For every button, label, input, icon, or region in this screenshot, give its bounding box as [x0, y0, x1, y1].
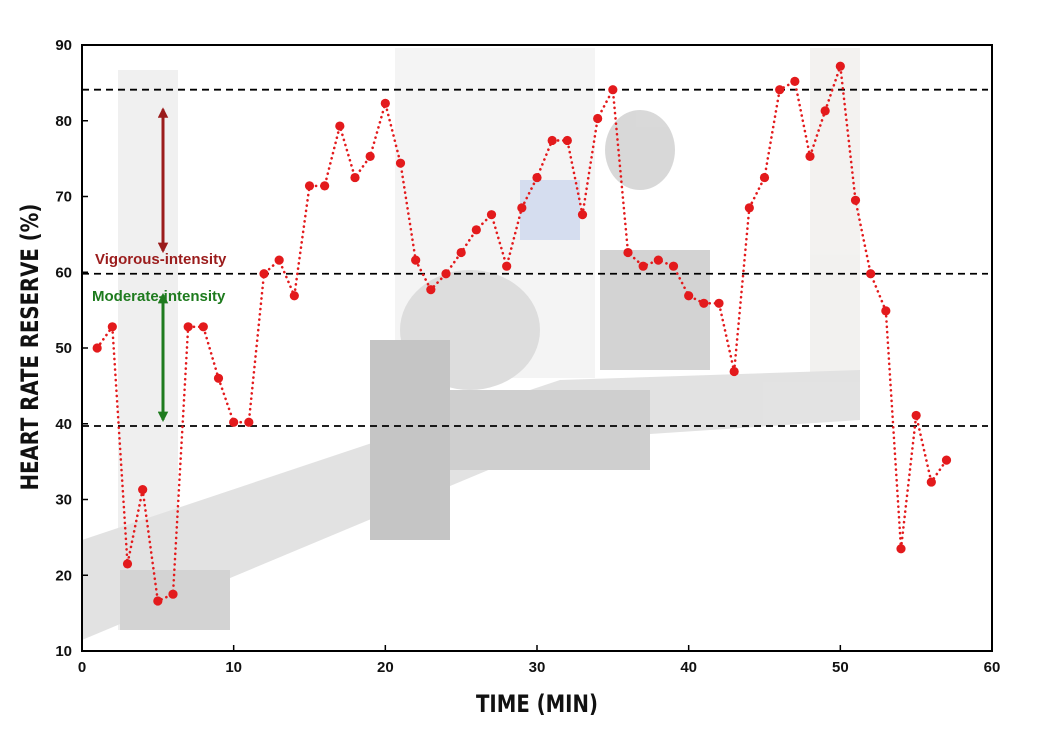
- x-tick-label: 20: [377, 659, 394, 676]
- data-point: [304, 181, 315, 191]
- y-tick-label: 30: [55, 492, 72, 509]
- data-point: [562, 135, 572, 146]
- x-tick-label: 0: [78, 659, 86, 676]
- moderate-intensity-label: Moderate-intensity: [92, 288, 226, 305]
- x-tick-label: 50: [832, 659, 849, 676]
- y-tick-label: 40: [55, 416, 72, 433]
- data-point: [820, 106, 830, 116]
- data-point: [426, 285, 436, 295]
- data-point: [471, 225, 481, 235]
- y-tick-label: 50: [55, 340, 72, 357]
- annotations: Vigorous-intensity Moderate-intensity: [92, 107, 227, 423]
- data-point: [122, 559, 133, 569]
- y-tick-label: 20: [55, 567, 72, 584]
- data-point: [790, 76, 800, 86]
- data-point: [759, 172, 770, 183]
- data-point: [456, 247, 466, 258]
- x-tick-label: 10: [225, 659, 242, 676]
- data-point: [395, 158, 406, 168]
- data-point: [775, 85, 785, 95]
- data-point: [866, 269, 876, 279]
- y-tick-label: 80: [55, 113, 72, 130]
- y-tick-label: 90: [55, 37, 72, 54]
- data-point: [213, 373, 224, 383]
- data-point: [153, 596, 163, 606]
- y-tick-label: 60: [55, 264, 72, 281]
- data-point: [107, 322, 117, 332]
- y-tick-label: 10: [55, 643, 72, 660]
- data-point: [486, 210, 497, 220]
- x-tick-label: 60: [984, 659, 1001, 676]
- data-point: [653, 255, 663, 265]
- data-point: [835, 61, 845, 71]
- data-point: [183, 322, 193, 332]
- axes: 0 10 20 30 40 50 60 10 20 30 40 50 60 70 80 90: [55, 37, 1000, 676]
- data-point: [411, 255, 421, 265]
- vigorous-intensity-label: Vigorous-intensity: [95, 251, 227, 268]
- data-point: [365, 151, 375, 161]
- data-point: [502, 261, 512, 271]
- data-point: [911, 410, 921, 421]
- data-point: [441, 269, 451, 279]
- data-point: [532, 172, 542, 183]
- data-point: [623, 247, 633, 258]
- data-point: [138, 485, 148, 495]
- data-point: [229, 417, 239, 427]
- data-point: [593, 113, 603, 124]
- series: [92, 61, 952, 606]
- data-point: [289, 291, 299, 301]
- data-point: [350, 172, 360, 183]
- data-point: [699, 298, 709, 308]
- data-point: [638, 261, 648, 271]
- data-point: [259, 269, 269, 279]
- x-axis-title: TIME (MIN): [476, 691, 598, 718]
- data-point: [668, 261, 679, 271]
- background-photo: [82, 48, 860, 640]
- data-point: [805, 151, 815, 161]
- data-point: [881, 306, 891, 316]
- data-point: [335, 121, 345, 131]
- y-axis-title: HEART RATE RESERVE (%): [17, 204, 44, 491]
- data-point: [198, 322, 208, 332]
- x-tick-label: 30: [529, 659, 546, 676]
- data-point: [714, 298, 724, 308]
- y-tick-label: 70: [55, 189, 72, 206]
- data-point: [729, 366, 739, 377]
- data-point: [608, 85, 618, 95]
- data-point: [684, 291, 694, 301]
- data-point: [941, 455, 952, 465]
- data-point: [244, 417, 254, 427]
- data-point: [517, 203, 527, 213]
- data-point: [744, 203, 754, 213]
- data-point: [274, 255, 284, 265]
- x-tick-label: 40: [680, 659, 697, 676]
- data-point: [380, 98, 390, 108]
- data-point: [168, 589, 178, 599]
- data-point: [320, 181, 330, 191]
- data-point: [92, 343, 102, 353]
- data-point: [896, 544, 906, 554]
- data-point: [577, 210, 588, 220]
- data-point: [547, 135, 557, 146]
- data-point: [926, 477, 936, 487]
- data-point: [850, 195, 861, 205]
